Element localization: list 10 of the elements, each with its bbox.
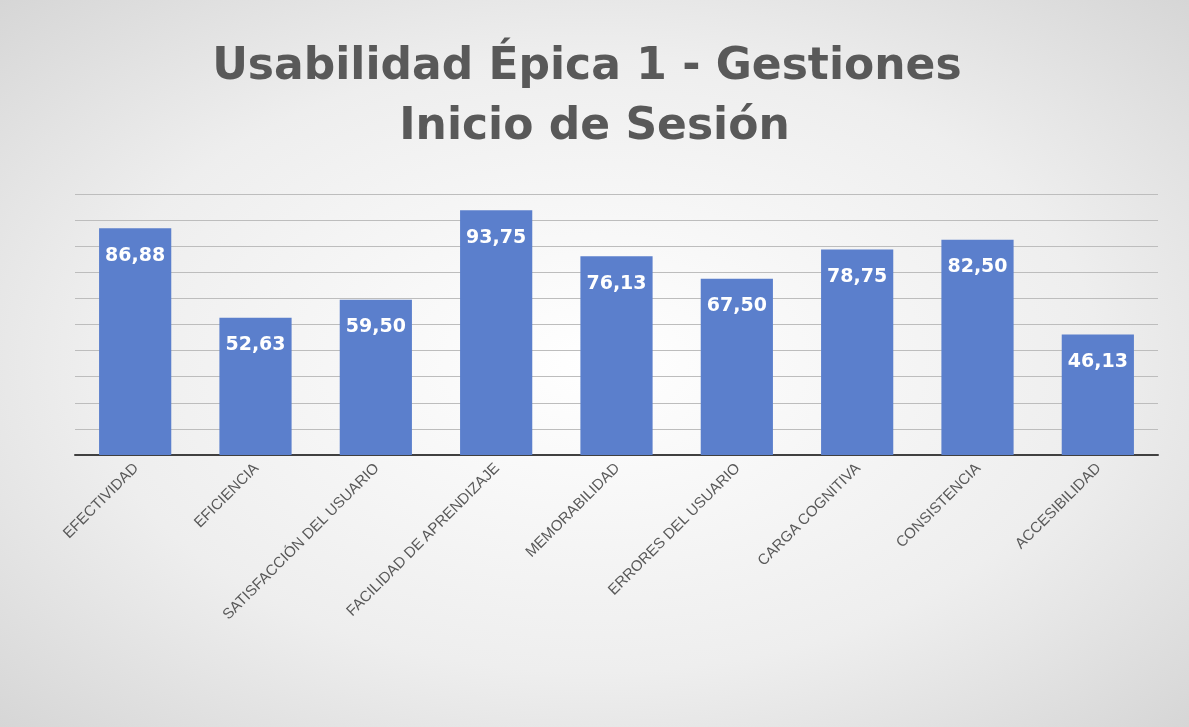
chart-title: Usabilidad Épica 1 - Gestiones Inicio de Sesión xyxy=(212,36,977,149)
data-label: 78,75 xyxy=(827,263,888,286)
data-label: 86,88 xyxy=(105,242,166,265)
data-label: 46,13 xyxy=(1067,349,1128,372)
data-label: 76,13 xyxy=(586,270,647,293)
data-label: 93,75 xyxy=(466,224,527,247)
data-label: 52,63 xyxy=(225,332,286,355)
data-label: 82,50 xyxy=(947,254,1008,277)
data-label: 67,50 xyxy=(706,293,767,316)
data-label: 59,50 xyxy=(345,314,406,337)
